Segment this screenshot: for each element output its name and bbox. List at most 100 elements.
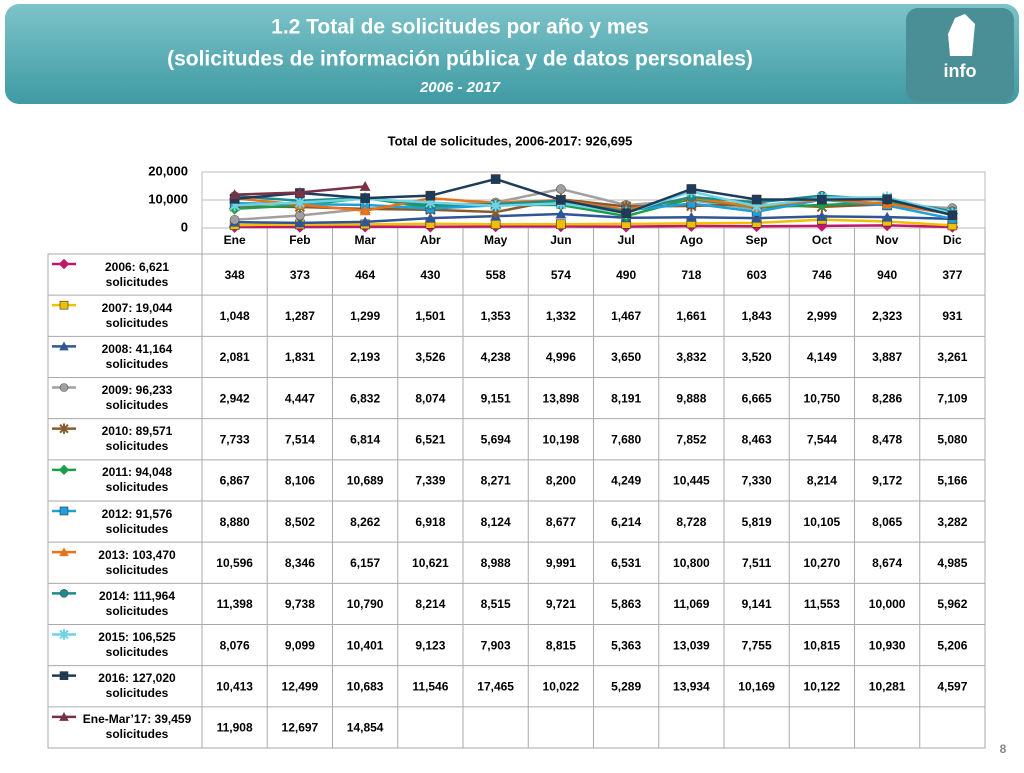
x-tick-label: Oct [812,233,832,247]
marker [816,210,828,221]
table-cell: 3,832 [676,350,706,364]
table-cell: 5,694 [481,432,511,446]
y-tick-label: 0 [181,219,188,234]
table-cell: 4,996 [546,350,576,364]
table-cell: 2,193 [350,350,380,364]
marker [686,184,697,194]
table-cell: 10,683 [347,679,384,693]
table-cell: 9,141 [742,597,772,611]
marker [229,214,240,225]
table-cell: 8,478 [872,432,902,446]
legend-label: 2009: 96,233 solicitudes [101,383,173,412]
table-cell: 4,238 [481,350,511,364]
marker [425,190,436,201]
table-cell: 603 [747,268,767,282]
table-cell: 7,852 [676,432,706,446]
table-cell: 8,191 [611,391,641,405]
table-cell: 2,323 [872,309,902,323]
table-cell: 10,169 [738,679,775,693]
table-cell: 4,249 [611,474,641,488]
legend-entry: 2013: 103,470 solicitudes [98,547,176,577]
legend-label: 2011: 94,048 solicitudes [101,465,173,495]
table-cell: 12,499 [282,679,319,693]
table-cell: 5,962 [937,597,967,611]
table-cell: 10,198 [543,432,580,446]
table-cell: 940 [877,268,897,282]
x-tick-label: May [484,233,508,247]
table-cell: 11,908 [217,721,253,735]
x-tick-label: Jun [550,233,571,247]
table-cell: 9,888 [676,391,706,405]
marker [555,208,567,219]
legend-marker [59,712,69,721]
marker [882,194,892,205]
table-cell: 4,447 [285,391,315,405]
table-cell: 5,863 [611,597,641,611]
table-cell: 3,282 [937,515,967,529]
table-cell: 574 [551,268,571,282]
table-cell: 10,105 [804,515,841,529]
table-cell: 6,832 [350,391,380,405]
legend-marker [58,258,70,270]
period: 2006 - 2017 [419,79,501,96]
marker [556,195,566,205]
x-tick-label: Abr [420,233,441,247]
legend-entry: 2009: 96,233 solicitudes [101,383,173,412]
table-cell: 10,750 [804,391,841,405]
legend-label: 2013: 103,470 solicitudes [98,547,176,577]
table-cell: 931 [942,309,962,323]
x-tick-label: Jul [617,233,634,247]
marker [556,184,566,194]
legend-label: Ene-Mar’17: 39,459 solicitudes [82,712,192,742]
table-cell: 10,413 [216,679,253,693]
table-cell: 11,398 [217,597,253,611]
table-cell: 10,815 [804,638,841,652]
marker [229,189,241,200]
table-cell: 6,867 [220,474,250,488]
legend-label: 2015: 106,525 solicitudes [98,630,176,659]
table-cell: 8,214 [415,597,445,611]
marker [621,208,631,218]
table-cell: 8,677 [546,515,576,529]
legend-entry: 2006: 6,621 solicitudes [105,260,169,289]
table-cell: 8,463 [742,432,772,446]
table-cell: 6,157 [350,556,380,570]
marker [490,219,501,230]
table-cell: 1,048 [220,309,250,323]
marker [294,217,306,228]
table-cell: 5,289 [611,679,641,693]
series-line [234,177,953,217]
table-cell: 8,271 [481,474,511,488]
marker [490,174,501,184]
table-cell: 9,991 [546,556,576,570]
legend-label: 2012: 91,576 solicitudes [101,506,173,536]
x-tick-label: Nov [876,233,899,247]
table-cell: 10,022 [543,679,580,693]
table-cell: 5,206 [937,638,967,652]
legend-entry: 2016: 127,020 solicitudes [98,671,175,700]
legend-marker [59,383,69,392]
table-cell: 2,942 [220,391,250,405]
page-number: 8 [1000,742,1007,756]
legend-marker [59,629,69,640]
table-cell: 7,903 [481,638,511,652]
marker [685,211,697,222]
table-cell: 3,520 [742,350,772,364]
table-cell: 558 [486,268,506,282]
legend-label: 2010: 89,571 solicitudes [101,424,173,454]
table-cell: 746 [812,268,832,282]
series-line [234,190,953,215]
table-cell: 8,502 [285,515,315,529]
table-cell: 8,988 [481,556,511,570]
table-cell: 5,819 [742,515,772,529]
chart-title: Total de solicitudes, 2006-2017: 926,695 [388,133,633,148]
table-cell: 7,514 [285,432,315,446]
table-cell: 6,531 [611,556,641,570]
marker [359,181,371,191]
marker [817,194,827,205]
table-cell: 9,151 [481,391,511,405]
legend-marker [59,671,69,680]
table-cell: 7,733 [220,432,250,446]
table-cell: 430 [420,268,440,282]
